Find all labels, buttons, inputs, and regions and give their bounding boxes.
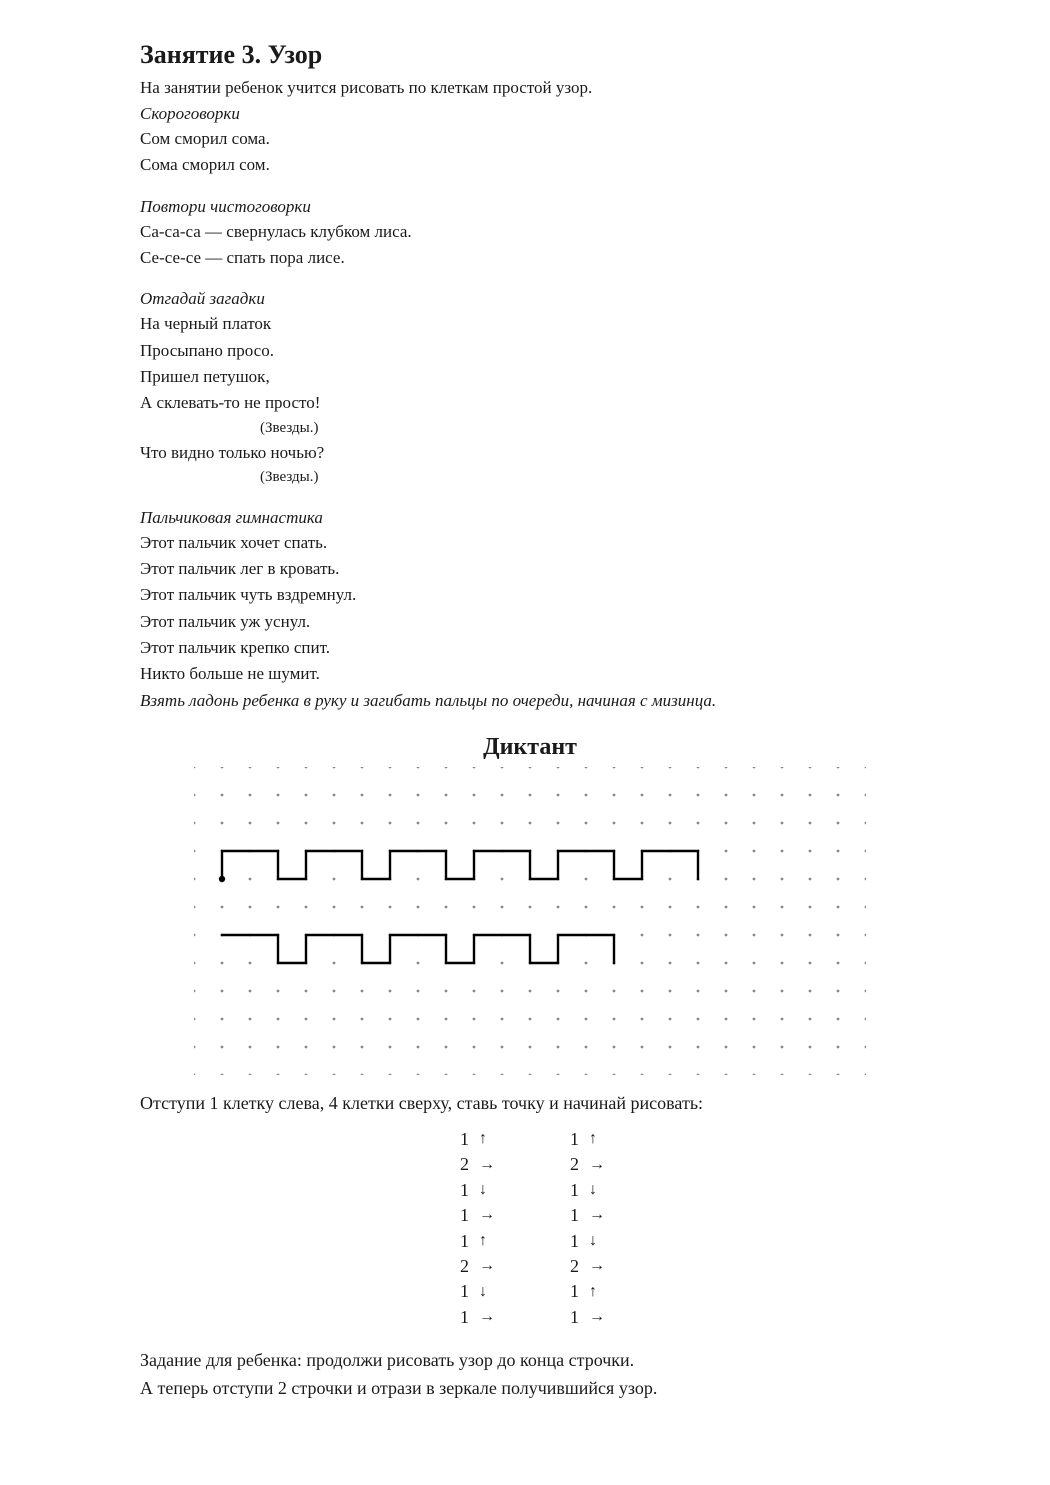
arrow-right-icon: → <box>589 1307 605 1328</box>
steps-column: 1↑2→1↓1→1↑2→1↓1→ <box>455 1128 495 1329</box>
step-row: 1↑ <box>565 1128 605 1151</box>
arrow-right-icon: → <box>589 1155 605 1176</box>
text-line: Са-са-са — свернулась клубком лиса. <box>140 219 920 245</box>
text-line: Этот пальчик крепко спит. <box>140 635 920 661</box>
text-line: Сом сморил сома. <box>140 126 920 152</box>
lesson-title: Занятие 3. Узор <box>140 40 920 70</box>
step-number: 1 <box>455 1179 469 1202</box>
step-number: 1 <box>565 1204 579 1227</box>
step-row: 1↓ <box>455 1179 495 1202</box>
step-row: 2→ <box>455 1255 495 1278</box>
section-zagadki: Отгадай загадки На черный платок Просыпа… <box>140 289 920 489</box>
step-row: 1→ <box>565 1306 605 1329</box>
section-heading: Скороговорки <box>140 104 920 124</box>
step-row: 1→ <box>455 1306 495 1329</box>
text-line: Пришел петушок, <box>140 364 920 390</box>
step-number: 2 <box>455 1153 469 1176</box>
arrow-down-icon: ↓ <box>589 1180 597 1201</box>
answer-note: (Звезды.) <box>260 466 920 489</box>
arrow-right-icon: → <box>479 1307 495 1328</box>
section-heading: Повтори чистоговорки <box>140 197 920 217</box>
step-number: 1 <box>455 1230 469 1253</box>
section-heading: Отгадай загадки <box>140 289 920 309</box>
gymnastics-note: Взять ладонь ребенка в руку и загибать п… <box>140 688 920 714</box>
step-number: 1 <box>455 1128 469 1151</box>
grid-diagram <box>140 767 920 1075</box>
step-number: 1 <box>455 1280 469 1303</box>
step-row: 1→ <box>455 1204 495 1227</box>
steps-table: 1↑2→1↓1→1↑2→1↓1→ 1↑2→1↓1→1↓2→1↑1→ <box>140 1128 920 1329</box>
text-line: Этот пальчик чуть вздремнул. <box>140 582 920 608</box>
step-number: 1 <box>565 1306 579 1329</box>
text-line: Этот пальчик хочет спать. <box>140 530 920 556</box>
text-line: Никто больше не шумит. <box>140 661 920 687</box>
step-number: 1 <box>565 1128 579 1151</box>
step-number: 2 <box>455 1255 469 1278</box>
arrow-up-icon: ↑ <box>479 1129 487 1150</box>
diktant-title: Диктант <box>140 734 920 761</box>
arrow-right-icon: → <box>589 1205 605 1226</box>
step-row: 1↓ <box>565 1179 605 1202</box>
step-row: 1→ <box>565 1204 605 1227</box>
step-number: 1 <box>565 1280 579 1303</box>
step-row: 1↓ <box>565 1230 605 1253</box>
step-number: 1 <box>455 1306 469 1329</box>
step-number: 2 <box>565 1255 579 1278</box>
text-line: А склевать-то не просто! <box>140 390 920 416</box>
task-text: Задание для ребенка: продолжи рисовать у… <box>140 1347 920 1375</box>
arrow-up-icon: ↑ <box>479 1231 487 1252</box>
arrow-down-icon: ↓ <box>479 1282 487 1303</box>
instruction-text: Отступи 1 клетку слева, 4 клетки сверху,… <box>140 1093 920 1114</box>
step-number: 1 <box>565 1230 579 1253</box>
arrow-right-icon: → <box>479 1205 495 1226</box>
text-line: На черный платок <box>140 311 920 337</box>
section-skorogovorki: Скороговорки Сом сморил сома. Сома смори… <box>140 104 920 179</box>
text-line: Се-се-се — спать пора лисе. <box>140 245 920 271</box>
page: Занятие 3. Узор На занятии ребенок учитс… <box>0 0 1050 1443</box>
intro-text: На занятии ребенок учится рисовать по кл… <box>140 78 920 98</box>
grid-svg <box>194 767 866 1075</box>
text-line: Что видно только ночью? <box>140 440 920 466</box>
step-row: 2→ <box>455 1153 495 1176</box>
answer-note: (Звезды.) <box>260 417 920 440</box>
step-row: 1↓ <box>455 1280 495 1303</box>
section-chistogovorki: Повтори чистоговорки Са-са-са — свернула… <box>140 197 920 272</box>
step-row: 1↑ <box>565 1280 605 1303</box>
steps-column: 1↑2→1↓1→1↓2→1↑1→ <box>565 1128 605 1329</box>
step-number: 1 <box>455 1204 469 1227</box>
step-number: 2 <box>565 1153 579 1176</box>
arrow-right-icon: → <box>589 1256 605 1277</box>
arrow-right-icon: → <box>479 1155 495 1176</box>
step-row: 2→ <box>565 1255 605 1278</box>
task-text: А теперь отступи 2 строчки и отрази в зе… <box>140 1375 920 1403</box>
step-number: 1 <box>565 1179 579 1202</box>
section-gimnastika: Пальчиковая гимнастика Этот пальчик хоче… <box>140 508 920 714</box>
arrow-down-icon: ↓ <box>589 1231 597 1252</box>
step-row: 1↑ <box>455 1128 495 1151</box>
text-line: Просыпано просо. <box>140 338 920 364</box>
arrow-right-icon: → <box>479 1256 495 1277</box>
text-line: Этот пальчик лег в кровать. <box>140 556 920 582</box>
step-row: 1↑ <box>455 1230 495 1253</box>
arrow-down-icon: ↓ <box>479 1180 487 1201</box>
step-row: 2→ <box>565 1153 605 1176</box>
arrow-up-icon: ↑ <box>589 1282 597 1303</box>
text-line: Сома сморил сом. <box>140 152 920 178</box>
section-heading: Пальчиковая гимнастика <box>140 508 920 528</box>
text-line: Этот пальчик уж уснул. <box>140 609 920 635</box>
arrow-up-icon: ↑ <box>589 1129 597 1150</box>
